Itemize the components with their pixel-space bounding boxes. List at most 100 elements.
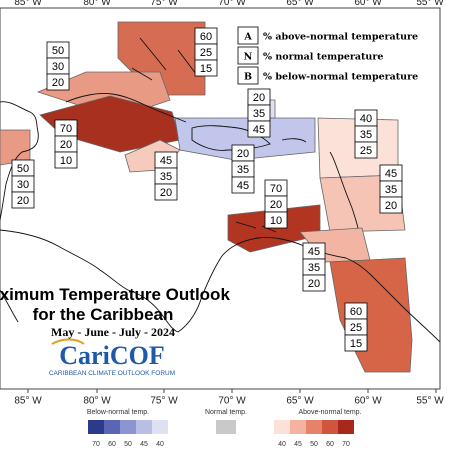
bahamas-above: 60 bbox=[200, 31, 212, 43]
western-cuba-normal: 30 bbox=[52, 61, 64, 73]
hispaniola-coast bbox=[191, 125, 271, 151]
logo-caption: CARIBBEAN CLIMATE OUTLOOK FORUM bbox=[49, 370, 175, 377]
scale-swatch-below-1 bbox=[104, 420, 120, 434]
scale-swatch-below-3 bbox=[136, 420, 152, 434]
lon-label-top-80: 80° W bbox=[83, 0, 111, 8]
map-title: Maximum Temperature Outlook bbox=[0, 285, 230, 304]
lon-label-bottom-65: 65° W bbox=[286, 395, 314, 406]
region-box-windward-islands: 45 35 20 bbox=[379, 164, 403, 214]
scale-swatch-above-1 bbox=[290, 420, 306, 434]
eastern-cuba-above: 70 bbox=[60, 123, 72, 135]
belize-normal: 30 bbox=[17, 179, 29, 191]
yucatan-coast bbox=[0, 101, 39, 221]
windward-normal: 35 bbox=[385, 184, 397, 196]
scale-normal-label: Normal temp. bbox=[205, 409, 247, 416]
western-cuba-below: 20 bbox=[52, 77, 64, 89]
abn-key: A % above-normal temperature N % normal … bbox=[237, 26, 418, 85]
region-box-belize: 50 30 20 bbox=[11, 159, 35, 209]
lon-label-top-75: 75° W bbox=[150, 0, 178, 8]
turks-caicos-normal: 35 bbox=[253, 108, 265, 120]
hispaniola-above: 20 bbox=[237, 148, 249, 160]
jamaica-normal: 35 bbox=[160, 171, 172, 183]
key-box-a bbox=[237, 26, 259, 45]
hispaniola-below: 45 bbox=[237, 180, 249, 192]
logo-wordmark: CariCOF bbox=[59, 341, 164, 370]
key-text-n: % normal temperature bbox=[263, 52, 383, 63]
scale-tick-below-60: 60 bbox=[108, 441, 116, 448]
trinidad-below: 20 bbox=[308, 278, 320, 290]
eastern-cuba-normal: 20 bbox=[60, 139, 72, 151]
scale-swatch-above-3 bbox=[322, 420, 338, 434]
jamaica-above: 45 bbox=[160, 155, 172, 167]
lon-label-bottom-75: 75° W bbox=[150, 395, 178, 406]
windward-below: 20 bbox=[385, 200, 397, 212]
aruba-curacao-below: 10 bbox=[270, 215, 282, 227]
scale-tick-below-40: 40 bbox=[156, 441, 164, 448]
aruba-curacao-above: 70 bbox=[270, 183, 282, 195]
scale-swatches bbox=[88, 420, 354, 434]
central-america-coast bbox=[0, 229, 179, 333]
turks-caicos-below: 45 bbox=[253, 124, 265, 136]
scale-tick-above-50: 50 bbox=[310, 441, 318, 448]
key-letter-n: N bbox=[244, 52, 253, 63]
key-box-b bbox=[237, 66, 259, 85]
western-cuba-above: 50 bbox=[52, 45, 64, 57]
belize-below: 20 bbox=[17, 195, 29, 207]
lon-label-top-55: 55° W bbox=[416, 0, 444, 8]
leeward-normal: 35 bbox=[360, 129, 372, 141]
region-aruba-curacao bbox=[227, 204, 321, 253]
key-text-b: % below-normal temperature bbox=[263, 72, 418, 83]
lesser-antilles-arc bbox=[329, 151, 359, 229]
windward-above: 45 bbox=[385, 168, 397, 180]
scale-below-label: Below-normal temp. bbox=[87, 409, 149, 416]
puerto-rico-coast bbox=[281, 138, 307, 143]
bahamas-below: 15 bbox=[200, 63, 212, 75]
guianas-coast bbox=[345, 257, 441, 343]
key-letter-a: A bbox=[243, 32, 252, 43]
coastlines bbox=[0, 37, 441, 343]
leeward-below: 25 bbox=[360, 145, 372, 157]
hispaniola-normal: 35 bbox=[237, 164, 249, 176]
season-label: May - June - July - 2024 bbox=[51, 325, 175, 339]
scale-swatch-above-0 bbox=[274, 420, 290, 434]
region-box-guianas: 60 25 15 bbox=[344, 302, 368, 352]
lon-label-bottom-55: 55° W bbox=[416, 395, 444, 406]
scale-tick-below-45: 45 bbox=[140, 441, 148, 448]
lon-label-top-65: 65° W bbox=[286, 0, 314, 8]
region-box-western-cuba: 50 30 20 bbox=[46, 41, 70, 91]
key-letter-b: B bbox=[244, 72, 252, 83]
scale-tick-above-40: 40 bbox=[278, 441, 286, 448]
cuba-coast bbox=[65, 93, 187, 123]
scale-swatch-below-0 bbox=[88, 420, 104, 434]
guianas-normal: 25 bbox=[350, 322, 362, 334]
region-box-eastern-cuba: 70 20 10 bbox=[54, 119, 78, 169]
key-text-a: % above-normal temperature bbox=[263, 32, 418, 43]
region-box-turks-caicos: 20 35 45 bbox=[247, 88, 271, 138]
region-guianas bbox=[329, 257, 413, 373]
scale-above-label: Above-normal temp. bbox=[298, 409, 361, 416]
lon-label-bottom-70: 70° W bbox=[218, 395, 246, 406]
region-box-hispaniola: 20 35 45 bbox=[231, 144, 255, 194]
lon-label-top-85: 85° W bbox=[14, 0, 42, 8]
bahamas-coast bbox=[131, 37, 197, 81]
lon-label-top-70: 70° W bbox=[218, 0, 246, 8]
region-box-aruba-curacao: 70 20 10 bbox=[264, 179, 288, 229]
region-box-trinidad: 45 35 20 bbox=[302, 242, 326, 292]
turks-caicos-above: 20 bbox=[253, 92, 265, 104]
aruba-curacao-normal: 20 bbox=[270, 199, 282, 211]
abc-islands-coast bbox=[235, 221, 277, 233]
scale-tick-below-50: 50 bbox=[124, 441, 132, 448]
logo-swoosh bbox=[51, 338, 85, 345]
bahamas-normal: 25 bbox=[200, 47, 212, 59]
scale-tick-above-45: 45 bbox=[294, 441, 302, 448]
leeward-above: 40 bbox=[360, 113, 372, 125]
scale-swatch-normal bbox=[216, 420, 236, 434]
region-box-bahamas: 60 25 15 bbox=[194, 27, 218, 77]
caricof-logo: CariCOF CARIBBEAN CLIMATE OUTLOOK FORUM bbox=[49, 338, 175, 377]
trinidad-above: 45 bbox=[308, 246, 320, 258]
key-box-n bbox=[237, 46, 259, 65]
scale-tick-below-70: 70 bbox=[92, 441, 100, 448]
lon-label-top-60: 60° W bbox=[354, 0, 382, 8]
pacific-coast bbox=[0, 289, 19, 323]
